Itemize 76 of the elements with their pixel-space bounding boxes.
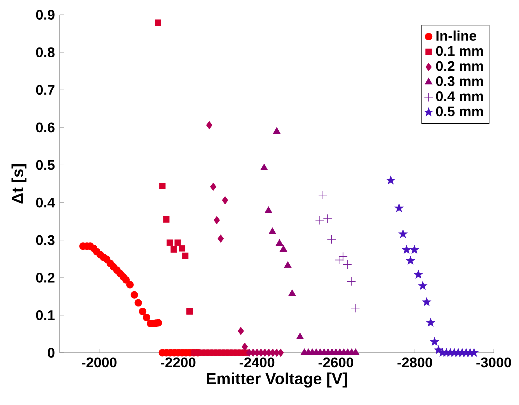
point [159, 183, 166, 190]
point [276, 239, 284, 246]
legend-label: In-line [436, 30, 477, 42]
x-tick-label: -3000 [476, 358, 512, 368]
point [284, 262, 292, 268]
point [126, 281, 134, 289]
point [273, 128, 281, 134]
y-tick-label: 0.7 [36, 85, 55, 96]
x-tick-label: -2200 [161, 358, 196, 368]
y-tick-label: 0.3 [36, 235, 55, 246]
legend-label: 0.2 mm [436, 61, 484, 72]
y-tick-label: 0.5 [36, 160, 55, 170]
point [346, 277, 356, 286]
point [139, 308, 147, 316]
y-tick-label: 0.1 [36, 310, 55, 320]
x-tick-label: -2400 [240, 358, 275, 368]
point [350, 304, 360, 313]
point [318, 190, 328, 200]
legend-label: 0.5 mm [436, 106, 484, 117]
point [210, 183, 217, 192]
point [214, 216, 220, 224]
y-tick-label: 0 [48, 348, 55, 358]
point [218, 234, 224, 243]
point [288, 290, 296, 296]
y-axis-title: Δt [s] [12, 164, 27, 204]
point [238, 327, 244, 336]
point [242, 342, 248, 351]
x-axis-title: Emitter Voltage [V] [207, 372, 348, 388]
point [398, 230, 408, 238]
point [122, 276, 130, 284]
point [430, 338, 440, 346]
point [182, 252, 189, 260]
point [422, 298, 432, 306]
point [426, 318, 436, 327]
point [206, 121, 213, 130]
point [155, 20, 162, 26]
x-tick-label: -2000 [82, 358, 117, 368]
point [338, 252, 348, 262]
y-tick-label: 0.4 [36, 198, 56, 208]
point [296, 332, 304, 340]
point [418, 282, 428, 290]
y-tick-label: 0.8 [36, 48, 55, 58]
point [268, 228, 276, 234]
point [315, 216, 325, 226]
point [186, 308, 194, 315]
y-tick-label: 0.6 [36, 122, 55, 133]
point [402, 246, 412, 254]
point [334, 256, 344, 265]
point [327, 234, 336, 244]
point [352, 348, 360, 356]
legend-label: 0.4 mm [436, 92, 484, 102]
point [174, 240, 182, 246]
point [222, 196, 228, 205]
point [170, 246, 178, 253]
point [264, 206, 272, 214]
point [343, 260, 352, 270]
point [386, 176, 396, 184]
x-tick-label: -2600 [318, 358, 354, 368]
point [260, 164, 268, 170]
point [130, 291, 138, 299]
point [394, 204, 404, 212]
point [323, 214, 332, 224]
point [143, 314, 151, 322]
point [406, 256, 416, 265]
legend-label: 0.3 mm [436, 76, 484, 86]
point [414, 270, 423, 279]
y-tick-label: 0.9 [36, 10, 55, 20]
point [163, 216, 170, 223]
point [280, 245, 288, 252]
point [134, 299, 142, 307]
legend-label: 0.1 mm [436, 46, 484, 56]
point [410, 246, 420, 254]
point [179, 245, 186, 252]
point [166, 240, 174, 246]
x-tick-label: -2800 [398, 358, 432, 368]
y-tick-label: 0.2 [36, 272, 55, 283]
